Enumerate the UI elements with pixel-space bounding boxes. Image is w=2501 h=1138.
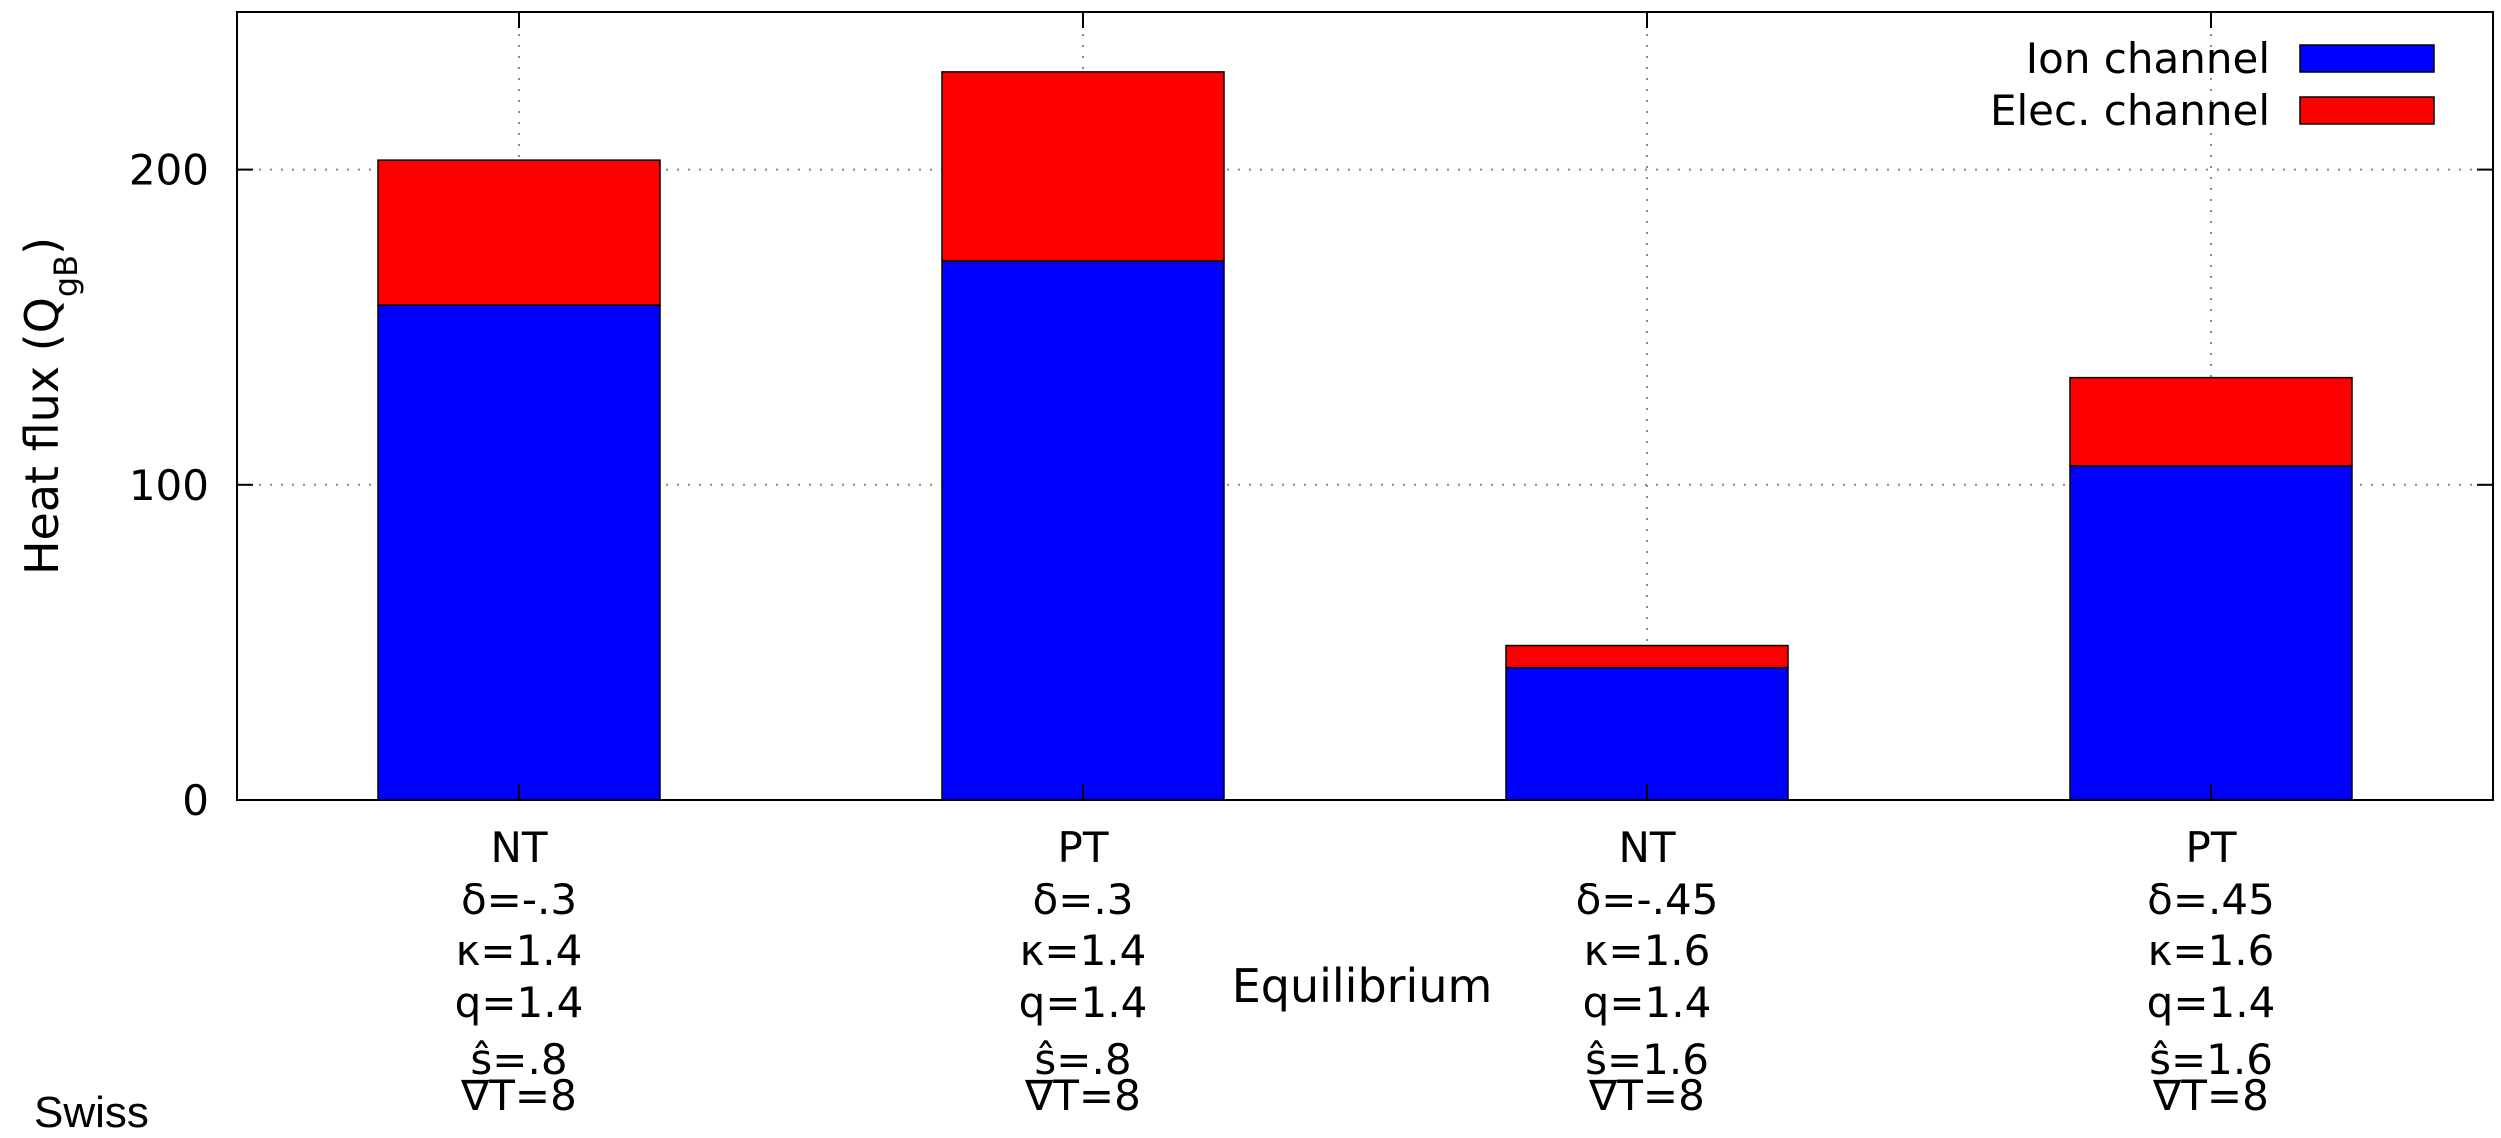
y-axis: 0 100 200 <box>129 12 2493 825</box>
bar-ion-2 <box>941 260 1225 801</box>
x-tick-label-2-line-6: ∇T=8 <box>1024 1071 1141 1120</box>
x-tick-label-1-line-4: q=1.4 <box>455 978 584 1027</box>
x-tick-label-1-line-2: δ=-.3 <box>461 875 577 924</box>
legend-swatch-1 <box>2299 44 2435 73</box>
x-tick-label-3-line-3: κ=1.6 <box>1584 926 1711 975</box>
y-axis-label: Heat flux (QgB) <box>15 237 85 575</box>
legend-label-2: Elec. channel <box>1990 86 2270 135</box>
y-axis-label-sub: gB <box>47 255 85 297</box>
bar-elec-4 <box>2069 376 2353 467</box>
x-tick-label-1-line-5: ŝ=.8 <box>470 1035 567 1084</box>
x-tick-label-2-line-4: q=1.4 <box>1019 978 1148 1027</box>
bar-ion-1 <box>377 304 661 801</box>
bars-layer <box>377 71 2353 801</box>
bar-elec-1 <box>377 159 661 306</box>
x-tick-label-2-line-1: PT <box>1058 823 1109 872</box>
x-tick-label-3-line-2: δ=-.45 <box>1576 875 1719 924</box>
x-tick-label-2-line-5: ŝ=.8 <box>1034 1035 1131 1084</box>
x-tick-label-4-line-2: δ=.45 <box>2147 875 2275 924</box>
y-axis-label-end: ) <box>15 237 69 255</box>
x-axis-label: Equilibrium <box>1232 959 1493 1013</box>
x-tick-label-1-line-6: ∇T=8 <box>460 1071 577 1120</box>
x-tick-label-4-line-5: ŝ=1.6 <box>2149 1035 2273 1084</box>
x-tick-label-2-line-2: δ=.3 <box>1033 875 1134 924</box>
x-tick-label-1-line-3: κ=1.4 <box>456 926 583 975</box>
x-tick-label-2-line-3: κ=1.4 <box>1020 926 1147 975</box>
x-tick-label-3-line-4: q=1.4 <box>1583 978 1712 1027</box>
x-tick-label-3-line-5: ŝ=1.6 <box>1585 1035 1709 1084</box>
y-tick-label: 0 <box>182 776 209 825</box>
bar-ion-4 <box>2069 465 2353 801</box>
y-axis-label-main: Heat flux (Q <box>15 297 69 575</box>
x-tick-label-4-line-6: ∇T=8 <box>2152 1071 2269 1120</box>
x-tick-label-3-line-6: ∇T=8 <box>1588 1071 1705 1120</box>
bar-elec-3 <box>1505 644 1789 669</box>
x-tick-label-4-line-3: κ=1.6 <box>2148 926 2275 975</box>
y-tick-label: 100 <box>129 461 209 510</box>
x-tick-label-1-line-1: NT <box>490 823 547 872</box>
footer-text: Swiss <box>34 1088 149 1137</box>
x-tick-label-4-line-1: PT <box>2186 823 2237 872</box>
bar-elec-2 <box>941 71 1225 262</box>
x-tick-label-4-line-4: q=1.4 <box>2147 978 2276 1027</box>
x-axis-categories: NTδ=-.3κ=1.4q=1.4ŝ=.8∇T=8PTδ=.3κ=1.4q=1.… <box>455 823 2276 1120</box>
legend-label-1: Ion channel <box>2026 34 2270 83</box>
x-tick-label-3-line-1: NT <box>1618 823 1675 872</box>
bar-ion-3 <box>1505 666 1789 801</box>
plot-frame <box>236 11 2494 801</box>
legend-swatch-2 <box>2299 96 2435 125</box>
y-tick-label: 200 <box>129 146 209 195</box>
